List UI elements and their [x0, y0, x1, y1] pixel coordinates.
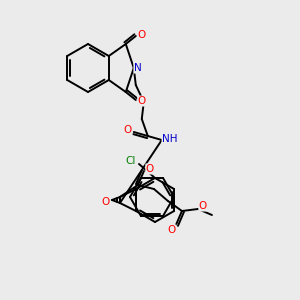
Text: O: O [199, 201, 207, 211]
Text: Cl: Cl [126, 156, 136, 166]
Text: O: O [102, 197, 110, 207]
Text: O: O [146, 164, 154, 174]
Text: O: O [138, 30, 146, 40]
Text: O: O [138, 96, 146, 106]
Text: O: O [168, 225, 176, 235]
Text: NH: NH [162, 134, 178, 144]
Text: O: O [124, 125, 132, 135]
Text: N: N [134, 63, 142, 73]
